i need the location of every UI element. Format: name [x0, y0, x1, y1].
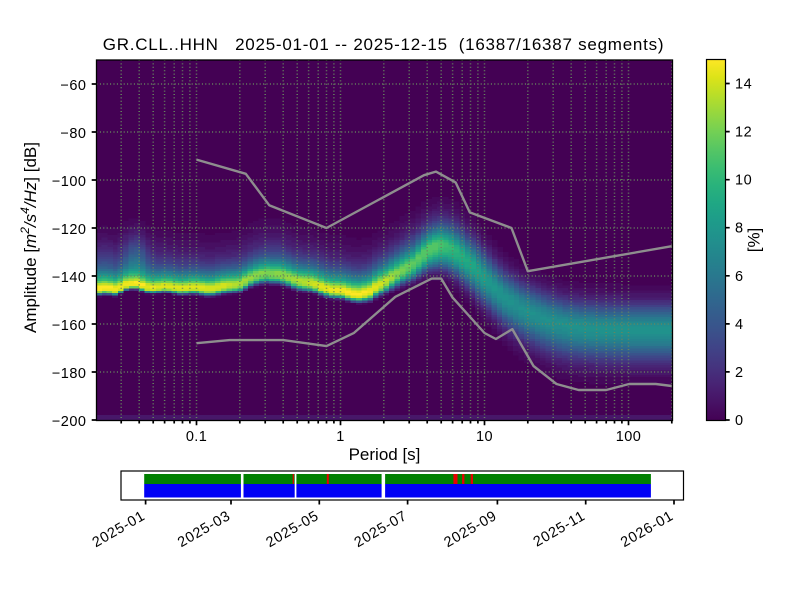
svg-text:10: 10 — [476, 429, 493, 445]
svg-text:14: 14 — [735, 77, 752, 93]
svg-text:Amplitude [m2/s4/Hz] [dB]: Amplitude [m2/s4/Hz] [dB] — [18, 142, 40, 333]
svg-text:4: 4 — [735, 317, 744, 333]
svg-text:−140: −140 — [52, 270, 87, 286]
svg-text:−80: −80 — [60, 126, 86, 142]
svg-text:6: 6 — [735, 269, 744, 285]
svg-text:12: 12 — [735, 125, 752, 141]
svg-text:−160: −160 — [52, 318, 87, 334]
svg-text:GR.CLL..HHN 2025-01-01 -- 20: GR.CLL..HHN 2025-01-01 -- 2025-12-15 (16… — [103, 35, 665, 54]
svg-text:0.1: 0.1 — [186, 429, 207, 445]
svg-text:1: 1 — [336, 429, 344, 445]
svg-text:10: 10 — [735, 173, 752, 189]
svg-text:8: 8 — [735, 221, 744, 237]
svg-text:0: 0 — [735, 413, 744, 429]
svg-text:−100: −100 — [52, 174, 87, 190]
svg-text:100: 100 — [616, 429, 641, 445]
svg-text:2: 2 — [735, 365, 744, 381]
svg-text:Period [s]: Period [s] — [349, 445, 421, 464]
svg-text:−60: −60 — [60, 78, 86, 94]
svg-text:−120: −120 — [52, 222, 87, 238]
svg-text:−180: −180 — [52, 366, 87, 382]
svg-text:[%]: [%] — [745, 228, 764, 253]
svg-text:−200: −200 — [52, 414, 87, 430]
